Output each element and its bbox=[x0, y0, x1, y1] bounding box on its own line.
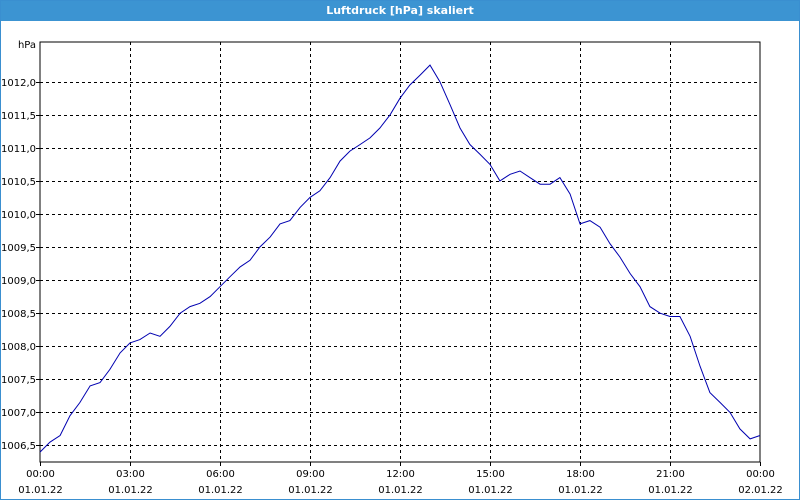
y-tick-label: 1006,5 bbox=[1, 441, 36, 452]
y-tick-label: 1007,0 bbox=[1, 408, 36, 419]
x-tick-label-date: 01.01.22 bbox=[468, 485, 513, 496]
y-tick-label: 1011,0 bbox=[1, 144, 36, 155]
x-tick-label-time: 12:00 bbox=[386, 469, 415, 480]
y-axis-unit-label: hPa bbox=[18, 40, 36, 51]
y-tick-label: 1012,0 bbox=[1, 78, 36, 89]
y-tick-label: 1010,5 bbox=[1, 177, 36, 188]
x-tick-label-date: 01.01.22 bbox=[648, 485, 693, 496]
y-tick-label: 1007,5 bbox=[1, 375, 36, 386]
y-tick-label: 1011,5 bbox=[1, 111, 36, 122]
x-tick-label-time: 18:00 bbox=[566, 469, 595, 480]
series-line-pressure bbox=[39, 64, 761, 453]
x-tick-label-time: 03:00 bbox=[116, 469, 145, 480]
x-tick-label-time: 00:00 bbox=[746, 469, 775, 480]
x-tick-label-date: 01.01.22 bbox=[378, 485, 423, 496]
y-axis: 1006,5 1007,0 1007,5 1008,0 1008,5 1009,0 1009… bbox=[1, 78, 40, 452]
x-tick-label-time: 00:00 bbox=[26, 469, 55, 480]
y-tick-label: 1008,0 bbox=[1, 342, 36, 353]
y-tick-label: 1008,5 bbox=[1, 309, 36, 320]
x-tick-label-date: 01.01.22 bbox=[108, 485, 153, 496]
chart-title: Luftdruck [hPa] skaliert bbox=[1, 1, 799, 21]
x-tick-label-time: 06:00 bbox=[206, 469, 235, 480]
x-axis: 00:00 01.01.22 03:00 01.01.22 06:00 01.01.22 0… bbox=[18, 462, 783, 496]
y-tick-label: 1009,5 bbox=[1, 243, 36, 254]
grid bbox=[40, 42, 760, 462]
y-tick-label: 1009,0 bbox=[1, 276, 36, 287]
y-tick-label: 1010,0 bbox=[1, 210, 36, 221]
x-tick-label-date: 01.01.22 bbox=[288, 485, 333, 496]
x-tick-label-date: 01.01.22 bbox=[558, 485, 603, 496]
x-tick-label-date: 01.01.22 bbox=[18, 485, 63, 496]
x-tick-label-time: 15:00 bbox=[476, 469, 505, 480]
x-tick-label-date: 02.01.22 bbox=[738, 485, 783, 496]
x-tick-label-time: 21:00 bbox=[656, 469, 685, 480]
x-tick-label-date: 01.01.22 bbox=[198, 485, 243, 496]
x-tick-label-time: 09:00 bbox=[296, 469, 325, 480]
